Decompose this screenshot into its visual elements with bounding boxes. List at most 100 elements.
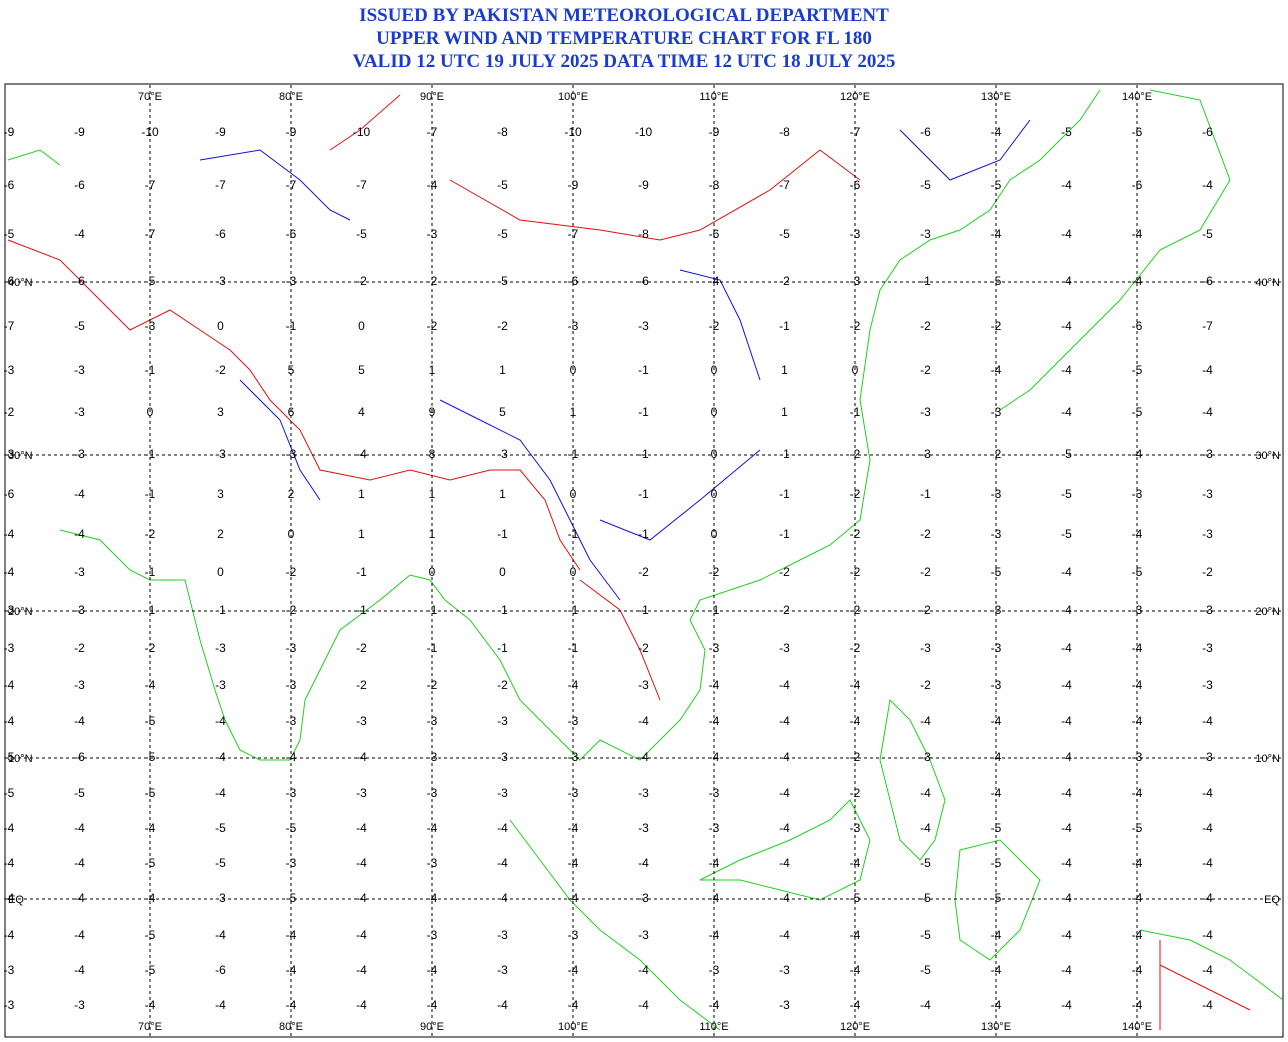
- temperature: -4: [1202, 714, 1213, 728]
- latitude-label: 40°N: [8, 277, 33, 289]
- temperature: -3: [215, 274, 226, 288]
- temperature: 1: [781, 363, 788, 377]
- temperature: -5: [991, 821, 1002, 835]
- temperature: -3: [709, 963, 720, 977]
- longitude-label: 120°E: [840, 91, 870, 103]
- temperature: -3: [920, 641, 931, 655]
- temperature: -5: [1061, 527, 1072, 541]
- temperature: -4: [638, 963, 649, 977]
- temperature: -1: [638, 447, 649, 461]
- temperature: -3: [497, 714, 508, 728]
- temperature: -4: [356, 856, 367, 870]
- temperature: -4: [1132, 447, 1143, 461]
- temperature: -6: [74, 274, 85, 288]
- longitude-label: 90°E: [420, 91, 444, 103]
- temperature: -4: [74, 928, 85, 942]
- axis-labels: 70°E 70°E 80°E 80°E 90°E 90°E 100°E 100°E 110°E 1…: [8, 91, 1280, 1033]
- temperature: -6: [74, 750, 85, 764]
- temperature: -4: [74, 227, 85, 241]
- temperature: -4: [850, 998, 861, 1012]
- temperature: -4: [568, 678, 579, 692]
- temperature: -4: [286, 928, 297, 942]
- temperature: -3: [74, 447, 85, 461]
- temperature: -4: [1132, 928, 1143, 942]
- temperature: -7: [356, 178, 367, 192]
- temperature: -2: [920, 565, 931, 579]
- temperature: -7: [779, 178, 790, 192]
- temperature: -3: [215, 678, 226, 692]
- temperature: -4: [4, 856, 15, 870]
- temperature: -2: [427, 678, 438, 692]
- temperature: -1: [497, 527, 508, 541]
- temperature: 0: [147, 405, 154, 419]
- temperature: -3: [145, 319, 156, 333]
- temperature-values: -9 -9 -10 -9 -9 -10 -7 -8 -10 -10 -9 -8 -7 -6 -4 -5 -6 -6…: [4, 125, 1213, 1012]
- temperature: -4: [850, 714, 861, 728]
- temperature: -4: [4, 527, 15, 541]
- temperature: -9: [215, 125, 226, 139]
- temperature: -3: [215, 447, 226, 461]
- temperature: -3: [4, 641, 15, 655]
- temperature: -3: [991, 678, 1002, 692]
- temperature: -4: [4, 565, 15, 579]
- temperature: 0: [570, 565, 577, 579]
- temperature: -5: [145, 928, 156, 942]
- temperature: -1: [779, 527, 790, 541]
- temperature: -7: [4, 319, 15, 333]
- temperature: -4: [356, 750, 367, 764]
- temperature: -6: [74, 178, 85, 192]
- temperature: -8: [638, 227, 649, 241]
- temperature: -3: [1202, 487, 1213, 501]
- temperature: -6: [215, 963, 226, 977]
- longitude-label: 130°E: [981, 91, 1011, 103]
- temperature: 1: [429, 487, 436, 501]
- temperature: -3: [920, 447, 931, 461]
- temperature: -4: [991, 750, 1002, 764]
- temperature: 0: [711, 487, 718, 501]
- temperature: -4: [1061, 963, 1072, 977]
- temperature: -4: [1061, 363, 1072, 377]
- temperature: 1: [358, 527, 365, 541]
- temperature: -3: [638, 821, 649, 835]
- temperature: -4: [1132, 891, 1143, 905]
- temperature: -7: [1202, 319, 1213, 333]
- title-line: VALID 12 UTC 19 JULY 2025 DATA TIME 12 U…: [353, 51, 896, 72]
- temperature: -3: [920, 750, 931, 764]
- temperature: -5: [991, 856, 1002, 870]
- temperature: -8: [709, 178, 720, 192]
- temperature: -3: [568, 928, 579, 942]
- temperature: -7: [286, 178, 297, 192]
- temperature: -5: [779, 227, 790, 241]
- temperature: -4: [638, 856, 649, 870]
- temperature: -3: [568, 714, 579, 728]
- temperature: -4: [74, 891, 85, 905]
- temperature: -9: [568, 178, 579, 192]
- temperature: -1: [638, 603, 649, 617]
- temperature: -7: [427, 125, 438, 139]
- temperature: -3: [568, 750, 579, 764]
- temperature: -5: [991, 178, 1002, 192]
- temperature: -4: [779, 856, 790, 870]
- temperature: -10: [353, 125, 371, 139]
- temperature: -3: [4, 963, 15, 977]
- temperature: -2: [850, 565, 861, 579]
- temperature: -4: [779, 714, 790, 728]
- temperature: -3: [991, 405, 1002, 419]
- temperature: 9: [429, 405, 436, 419]
- temperature: -5: [215, 821, 226, 835]
- grid: [6, 85, 1282, 1036]
- rivers: [199, 119, 1031, 601]
- border: [7, 94, 1251, 1030]
- temperature: -4: [74, 821, 85, 835]
- temperature: -4: [74, 714, 85, 728]
- temperature: -4: [991, 363, 1002, 377]
- temperature: -7: [145, 227, 156, 241]
- temperature: -4: [1061, 678, 1072, 692]
- temperature: -5: [497, 274, 508, 288]
- longitude-label: 90°E: [420, 1021, 444, 1033]
- temperature: -3: [286, 447, 297, 461]
- temperature: -4: [1202, 928, 1213, 942]
- temperature: 1: [429, 363, 436, 377]
- temperature: -4: [1061, 641, 1072, 655]
- temperature: -1: [356, 565, 367, 579]
